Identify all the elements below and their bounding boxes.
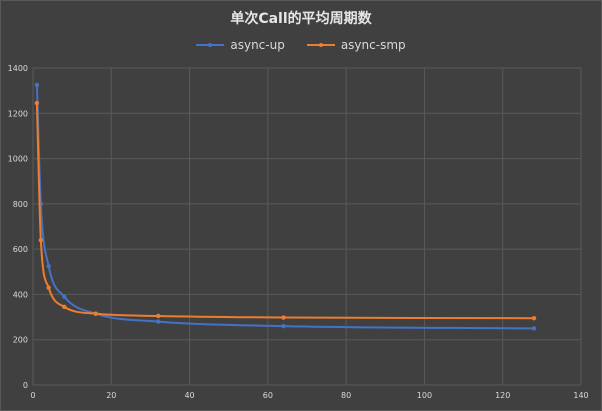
legend-item-async-smp: async-smp [306,38,406,52]
data-point-async-smp [38,237,44,243]
legend-label-async-smp: async-smp [340,38,406,52]
data-point-async-up [34,82,40,88]
legend: async-up async-smp [0,38,602,52]
y-tick-label: 0 [23,381,28,390]
data-point-async-up [281,323,286,329]
y-tick-label: 400 [13,290,28,299]
legend-item-async-up: async-up [196,38,285,52]
x-tick-label: 100 [417,391,432,400]
x-tick-label: 80 [341,391,351,400]
data-point-async-smp [62,304,67,310]
data-point-async-smp [46,285,51,290]
legend-label-async-up: async-up [230,38,285,52]
data-point-async-up [531,326,537,331]
y-tick-label: 1400 [8,64,28,73]
data-point-async-smp [531,316,537,321]
y-tick-label: 600 [13,245,28,254]
chart-title: 单次Call的平均周期数 [230,11,372,27]
y-tick-label: 200 [13,336,28,345]
x-tick-label: 140 [573,391,588,400]
data-point-async-smp [156,313,161,319]
data-point-async-up [156,319,161,324]
data-point-async-smp [34,100,40,106]
x-tick-label: 20 [106,391,116,400]
data-point-async-smp [93,311,98,316]
x-tick-label: 60 [263,391,273,400]
x-tick-label: 40 [184,391,194,400]
y-tick-label: 1200 [8,109,28,118]
data-point-async-smp [281,315,286,320]
x-tick-label: 0 [30,391,35,400]
y-tick-label: 1000 [8,155,28,164]
legend-swatch-async-smp [306,42,335,47]
y-tick-label: 800 [13,200,28,209]
data-point-async-up [46,263,51,269]
x-tick-label: 120 [495,391,510,400]
legend-swatch-async-up [196,42,225,47]
data-point-async-up [62,294,67,299]
